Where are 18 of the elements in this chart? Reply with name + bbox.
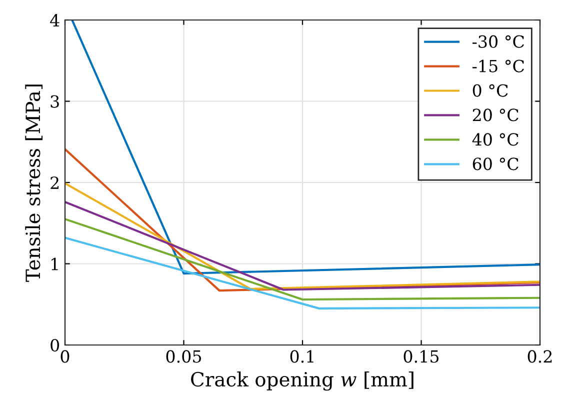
x-tick-label: 0 — [60, 350, 70, 363]
x-tick-label: 0.05 — [166, 350, 202, 363]
y-tick-label: 3 — [50, 95, 59, 108]
legend-label: -15 °C — [472, 60, 524, 72]
y-axis-title: Tensile stress [MPa] — [25, 84, 42, 282]
legend-label: 40 °C — [472, 133, 518, 146]
y-tick-label: 4 — [50, 14, 60, 26]
legend-label: 20 °C — [472, 108, 518, 122]
legend-label: -30 °C — [472, 35, 524, 48]
y-tick-label: 2 — [50, 176, 59, 189]
x-tick-label: 0.2 — [528, 350, 552, 363]
legend-label: 0 °C — [472, 84, 508, 97]
x-axis-title: Crack opening 𝑤 [mm] — [191, 372, 414, 391]
y-tick-label: 0 — [50, 338, 60, 352]
x-tick-label: 0.1 — [290, 350, 314, 363]
x-tick-label: 0.15 — [404, 350, 439, 363]
legend-label: 60 °C — [472, 158, 518, 170]
y-tick-label: 1 — [52, 258, 58, 270]
